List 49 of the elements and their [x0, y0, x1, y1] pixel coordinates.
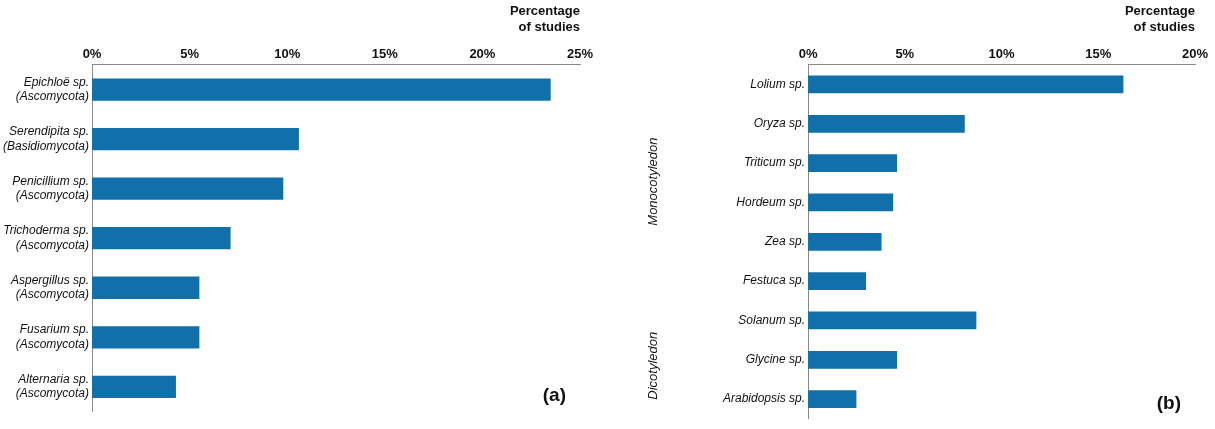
- x-tick-label: 10%: [274, 45, 301, 61]
- bar: [808, 390, 857, 408]
- y-tick-label: Glycine sp.: [745, 352, 806, 367]
- y-tick-label: Hordeum sp.: [736, 194, 806, 209]
- x-tick-label: 15%: [371, 45, 399, 61]
- x-tick-label: 20%: [1181, 45, 1209, 61]
- y-tick-label: Festuca sp.: [743, 273, 806, 288]
- bar: [808, 154, 898, 172]
- bar: [92, 326, 200, 349]
- text: Dicotyledon: [644, 331, 660, 400]
- y-tick-label: Serendipita sp. (Basidiomycota): [3, 124, 90, 153]
- bar: [808, 75, 1124, 94]
- x-tick-label: 15%: [1085, 45, 1112, 61]
- bar: [92, 375, 176, 398]
- x-tick-label: 5%: [180, 45, 200, 61]
- y-tick-label: Aspergillus sp. (Ascomycota): [9, 272, 90, 302]
- y-tick-label: Arabidopsis sp.: [722, 391, 806, 406]
- text: Monocotyledon: [644, 137, 660, 226]
- x-tick-label: 0%: [798, 45, 818, 61]
- y-tick-label: Triticum sp.: [743, 155, 806, 170]
- x-tick-label: 0%: [82, 45, 102, 61]
- bar: [92, 127, 299, 151]
- bar: [92, 276, 200, 299]
- bar: [92, 177, 284, 200]
- bar: [808, 232, 882, 251]
- bar: [808, 114, 965, 133]
- y-tick-label: Zea sp.: [764, 234, 806, 249]
- annotation: (b): [1156, 391, 1181, 413]
- x-tick-label: 25%: [566, 45, 594, 61]
- y-tick-label: Alternaria sp. (Ascomycota): [15, 371, 90, 401]
- y-tick-label: Penicillium sp. (Ascomycota): [12, 173, 90, 203]
- y-tick-label: Solanum sp.: [738, 312, 806, 327]
- y-tick-label: Trichoderma sp. (Ascomycota): [3, 223, 90, 252]
- x-axis-title: Percentage of studies: [1124, 3, 1195, 34]
- bar: [808, 193, 894, 212]
- annotation: (a): [542, 384, 566, 406]
- bar: [92, 227, 231, 250]
- bar: [808, 350, 898, 369]
- y-tick-label: Fusarium sp. (Ascomycota): [15, 322, 90, 351]
- x-tick-label: 10%: [988, 45, 1015, 61]
- y-tick-label: Epichloë sp. (Ascomycota): [15, 74, 90, 104]
- bar: [808, 272, 867, 290]
- bar: [92, 78, 551, 101]
- x-tick-label: 20%: [469, 45, 496, 61]
- x-tick-label: 5%: [895, 45, 915, 61]
- y-tick-label: Oryza sp.: [753, 116, 806, 131]
- y-tick-label: Lolium sp.: [750, 76, 806, 91]
- x-axis-title: Percentage of studies: [509, 3, 580, 34]
- bar: [808, 311, 977, 330]
